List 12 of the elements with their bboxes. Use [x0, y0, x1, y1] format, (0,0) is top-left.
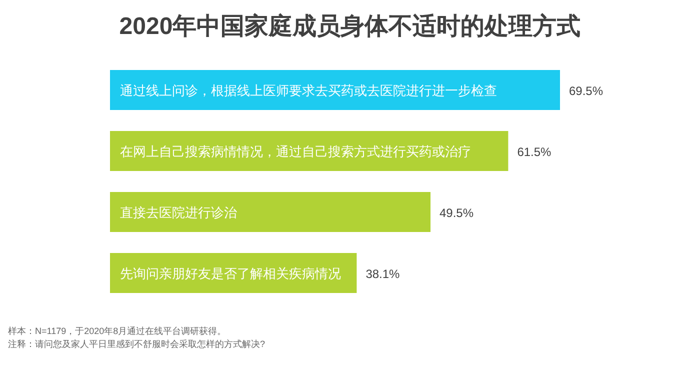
y-tick-label: 先询问亲朋好友是否了解相关疾病情况: [120, 266, 341, 281]
data-label: 61.5%: [517, 145, 552, 159]
text: 样本：N=1179，于2020年8月通过在线平台调研获得。: [8, 326, 226, 336]
y-tick-label: 在网上自己搜索病情情况，通过自己搜索方式进行买药或治疗: [120, 144, 471, 159]
y-tick-label: 直接去医院进行诊治: [120, 205, 237, 220]
bar: [110, 192, 431, 232]
y-tick-label: 通过线上问诊，根据线上医师要求去买药或去医院进行进一步检查: [120, 83, 497, 98]
data-label: 69.5%: [569, 84, 604, 98]
data-label: 38.1%: [366, 267, 400, 281]
data-label: 49.5%: [440, 206, 474, 220]
chart-title: 2020年中国家庭成员身体不适时的处理方式: [119, 12, 581, 40]
text: 注释：请问您及家人平日里感到不舒服时会采取怎样的方式解决?: [8, 339, 266, 349]
